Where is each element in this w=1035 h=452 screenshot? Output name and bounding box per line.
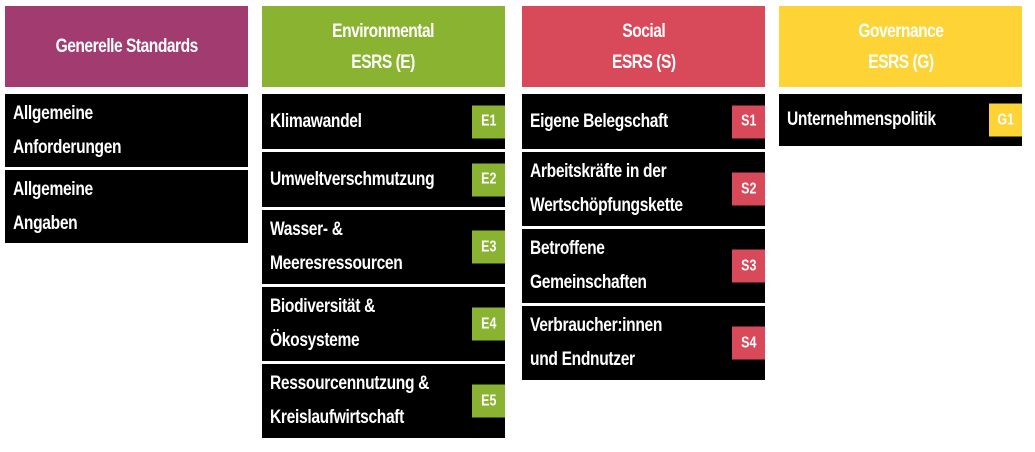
item-label: Eigene Belegschaft [530, 110, 668, 132]
item-allgemeine-angaben: Allgemeine Angaben [5, 170, 248, 243]
item-label: Wasser- & Meeresressourcen [270, 219, 403, 274]
header-label: Social ESRS (S) [611, 20, 676, 73]
column-social: Social ESRS (S) Eigene Belegschaft S1 Ar… [522, 6, 765, 383]
item-allgemeine-anforderungen: Allgemeine Anforderungen [5, 94, 248, 167]
item-e3: Wasser- & Meeresressourcen E3 [262, 210, 505, 284]
column-general-standards: Generelle Standards Allgemeine Anforderu… [5, 6, 248, 246]
item-s3: Betroffene Gemeinschaften S3 [522, 229, 765, 303]
item-e5: Ressourcennutzung & Kreislaufwirtschaft … [262, 364, 505, 438]
item-label: Verbraucher:innen und Endnutzer [530, 315, 663, 370]
item-e1: Klimawandel E1 [262, 94, 505, 149]
badge-e4: E4 [472, 307, 505, 341]
badge-e1: E1 [472, 105, 505, 138]
item-e2: Umweltverschmutzung E2 [262, 152, 505, 207]
item-label: Unternehmenspolitik [787, 109, 936, 130]
item-e4: Biodiversität & Ökosysteme E4 [262, 287, 505, 361]
badge-s4: S4 [732, 326, 765, 360]
badge-g1: G1 [989, 103, 1022, 137]
item-label: Arbeitskräfte in der Wertschöpfungskette [530, 161, 683, 216]
badge-s1: S1 [732, 105, 765, 138]
badge-s3: S3 [732, 249, 765, 283]
item-s4: Verbraucher:innen und Endnutzer S4 [522, 306, 765, 380]
badge-e5: E5 [472, 384, 505, 418]
header-label: Environmental ESRS (E) [332, 20, 435, 73]
item-s1: Eigene Belegschaft S1 [522, 94, 765, 149]
item-label: Biodiversität & Ökosysteme [270, 296, 376, 351]
header-label: Generelle Standards [55, 36, 198, 57]
header-label: Governance ESRS (G) [857, 20, 944, 73]
badge-s2: S2 [732, 172, 765, 206]
item-label: Betroffene Gemeinschaften [530, 238, 647, 293]
column-governance: Governance ESRS (G) Unternehmenspolitik … [779, 6, 1022, 149]
header-general-standards: Generelle Standards [5, 6, 248, 87]
header-environmental: Environmental ESRS (E) [262, 6, 505, 87]
item-label: Ressourcennutzung & Kreislaufwirtschaft [270, 373, 430, 428]
badge-e3: E3 [472, 230, 505, 264]
item-label: Klimawandel [270, 110, 362, 132]
item-label: Allgemeine Angaben [13, 178, 93, 234]
badge-e2: E2 [472, 163, 505, 196]
header-governance: Governance ESRS (G) [779, 6, 1022, 87]
header-social: Social ESRS (S) [522, 6, 765, 87]
item-g1: Unternehmenspolitik G1 [779, 94, 1022, 146]
item-label: Allgemeine Anforderungen [13, 102, 122, 158]
item-label: Umweltverschmutzung [270, 168, 435, 190]
column-environmental: Environmental ESRS (E) Klimawandel E1 Um… [262, 6, 505, 441]
item-s2: Arbeitskräfte in der Wertschöpfungskette… [522, 152, 765, 226]
